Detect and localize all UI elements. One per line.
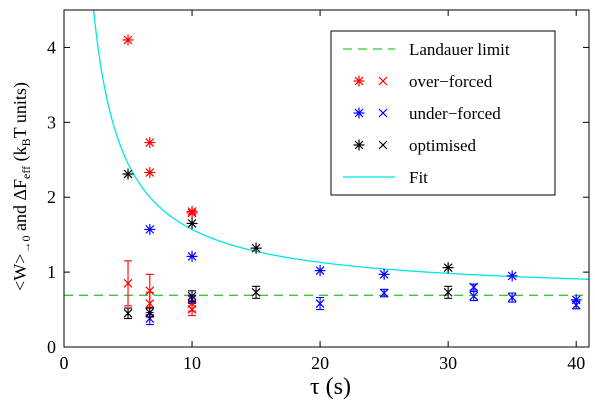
x-axis-label: τ (s) (310, 374, 351, 400)
series-0-asterisk-point-4 (186, 207, 198, 219)
plot-area (64, 10, 589, 326)
legend-asterisk-2 (353, 107, 365, 119)
y-label-sub-b: B (19, 138, 33, 146)
x-tick-label-1: 10 (183, 353, 201, 373)
series-0-cross-point-2 (145, 299, 155, 308)
legend-label-4: Fit (409, 168, 428, 187)
series-2 (122, 168, 454, 320)
series-0-asterisk-point-2 (144, 167, 156, 179)
y-label-units: T units) (10, 82, 31, 138)
axis-labels: τ (s) <W>→0 and ΔFeff (kBT units) (10, 82, 351, 400)
series-0-cross-point-1 (145, 286, 155, 296)
series-2-cross-point-4 (443, 287, 453, 297)
series-2-cross-point-0 (123, 308, 133, 318)
y-label-w: <W> (10, 254, 30, 291)
x-tick-label-4: 40 (567, 353, 585, 373)
series-2-asterisk-point-3 (442, 262, 454, 274)
legend-label-3: optimised (409, 136, 477, 155)
legend-asterisk-3 (353, 139, 365, 151)
series-2-asterisk-point-0 (122, 168, 134, 180)
series-1-cross-point-4 (469, 291, 479, 301)
series-2-cross-point-2 (187, 291, 197, 301)
series-2-cross-point-3 (251, 287, 261, 297)
legend-label-0: Landauer limit (409, 40, 510, 59)
legend-label-2: under−forced (409, 104, 501, 123)
series-2-asterisk-point-1 (186, 217, 198, 229)
series-1-cross-point-3 (379, 288, 389, 298)
y-label-and-df: and ΔF (10, 179, 30, 236)
series-0-asterisk-point-0 (122, 34, 134, 46)
legend-asterisk-1 (353, 75, 365, 87)
y-tick-label-0: 0 (47, 337, 56, 357)
y-tick-label-3: 3 (47, 112, 56, 132)
series-2-asterisk-point-2 (250, 242, 262, 254)
axes: 0 10 20 30 40 0 1 2 3 4 (47, 9, 590, 373)
x-tick-label-0: 0 (60, 353, 69, 373)
series-1-asterisk-point-4 (506, 270, 518, 282)
axes-frame (63, 9, 590, 348)
y-axis-label: <W>→0 and ΔFeff (kBT units) (10, 82, 33, 291)
series-1-cross-point-5 (469, 282, 479, 292)
plot-clip-group (64, 10, 589, 326)
x-tick-label-2: 20 (311, 353, 329, 373)
legend-box (330, 30, 556, 196)
series-1 (144, 223, 582, 326)
legend-label-1: over−forced (409, 72, 493, 91)
fit-curve (92, 10, 589, 280)
series-0-cross-point-0 (123, 278, 133, 288)
x-tick-label-3: 30 (439, 353, 457, 373)
series-1-asterisk-point-0 (144, 223, 156, 235)
series-1-cross-point-6 (507, 293, 517, 302)
series-1-asterisk-point-2 (314, 265, 326, 277)
y-label-sub-arrow: →0 (19, 236, 33, 254)
series-0 (122, 34, 198, 317)
legend-cross-2 (378, 108, 388, 118)
legend: Landauer limit over−forced under−forced opt… (330, 30, 556, 196)
series-2-cross-point-1 (145, 308, 155, 317)
series-0-cross-point-4 (187, 305, 197, 314)
y-tick-label-4: 4 (47, 37, 56, 57)
y-label-kb-open: (k (10, 146, 31, 166)
series-0-asterisk-point-1 (144, 137, 156, 149)
y-tick-label-1: 1 (47, 262, 56, 282)
series-1-cross-point-2 (315, 299, 325, 308)
y-label-sub-eff: eff (19, 166, 33, 179)
y-tick-label-2: 2 (47, 187, 56, 207)
series-1-asterisk-point-1 (186, 250, 198, 262)
series-1-asterisk-point-3 (378, 268, 390, 280)
legend-cross-3 (378, 140, 388, 150)
legend-cross-1 (378, 76, 388, 86)
series-1-asterisk-point-5 (570, 294, 582, 306)
